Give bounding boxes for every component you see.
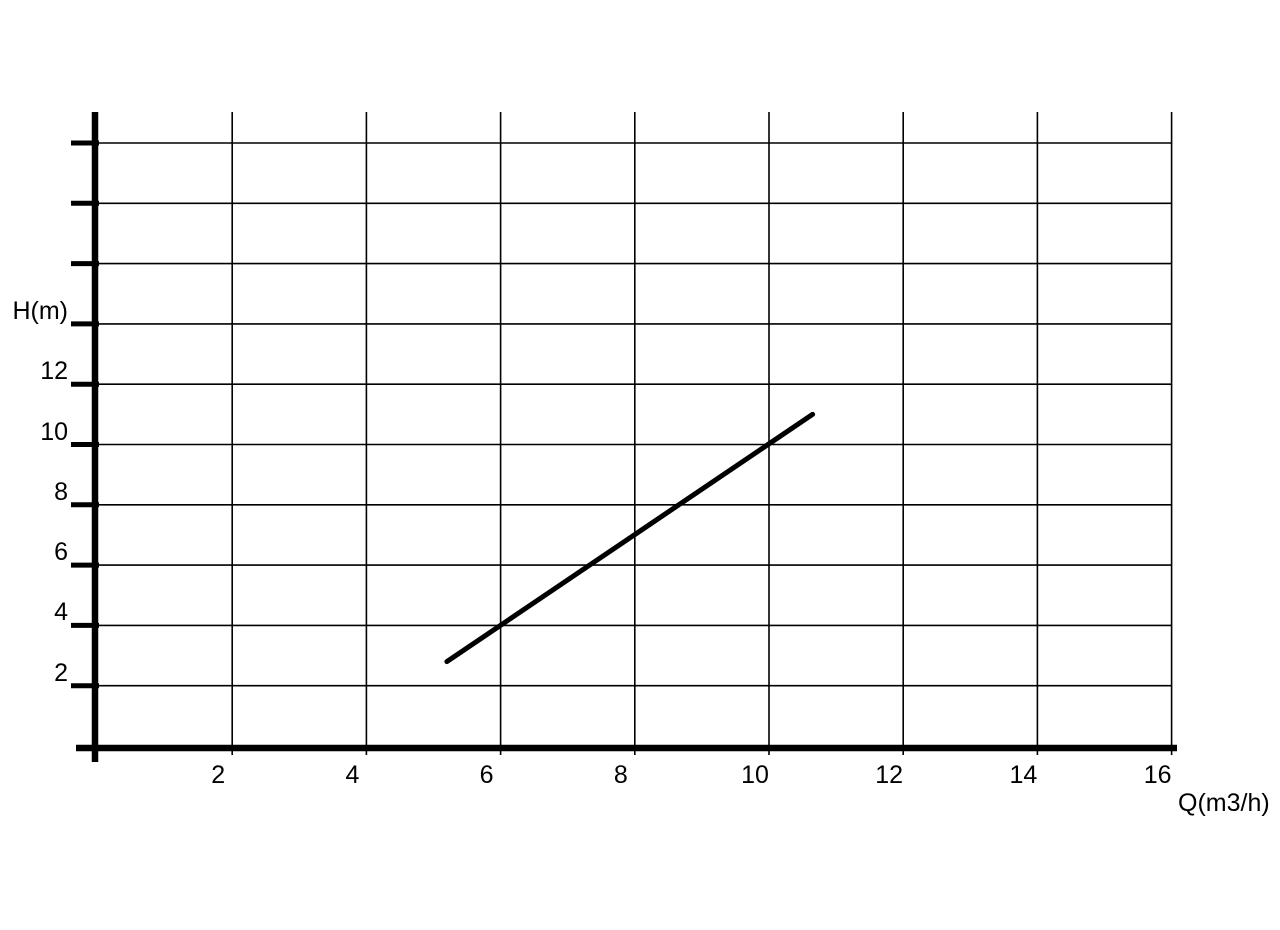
y-tick-label: 2 xyxy=(54,658,68,687)
y-axis-label: H(m) xyxy=(12,297,68,325)
x-axis-label: Q(m3/h) xyxy=(1178,789,1270,817)
x-tick-label: 8 xyxy=(613,761,628,789)
y-tick-label: 4 xyxy=(54,598,68,627)
x-tick-label: 4 xyxy=(345,761,360,789)
x-tick-label: 6 xyxy=(479,761,494,789)
x-tick-label: 10 xyxy=(741,761,769,789)
x-tick-label: 2 xyxy=(211,761,226,789)
x-tick-label: 14 xyxy=(1009,761,1038,789)
y-tick-label: 10 xyxy=(40,417,68,446)
y-tick-label: 12 xyxy=(40,357,68,386)
x-tick-label: 12 xyxy=(875,761,904,789)
x-tick-label: 16 xyxy=(1143,761,1172,789)
y-tick-label: 6 xyxy=(54,538,68,567)
data-line xyxy=(444,411,816,665)
y-tick-label: 8 xyxy=(54,477,68,506)
